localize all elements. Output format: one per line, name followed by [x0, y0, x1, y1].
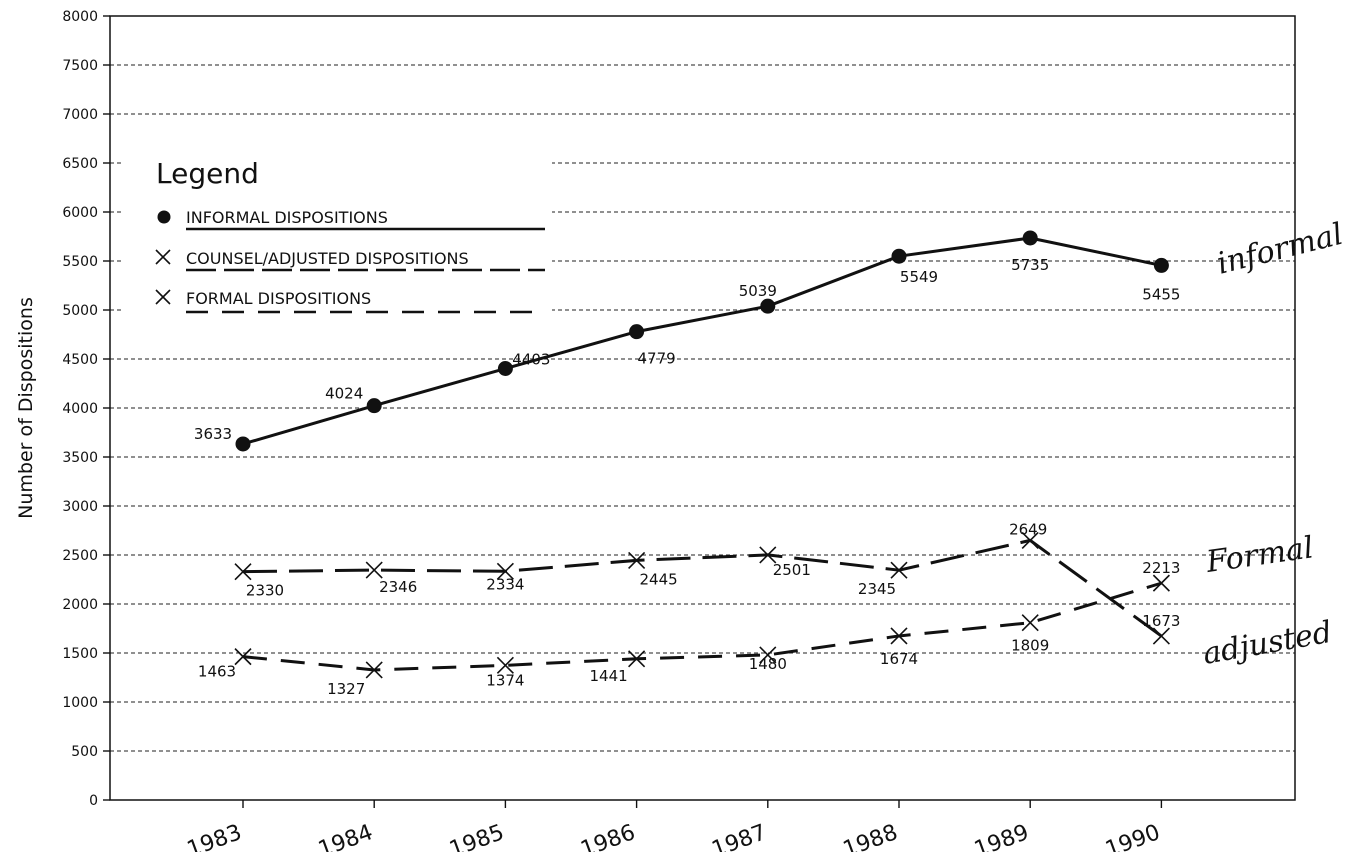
- formal-value-label: 2334: [486, 575, 524, 593]
- informal-value-label: 3633: [194, 425, 232, 443]
- informal-value-label: 5735: [1011, 256, 1049, 274]
- formal-point: [1021, 531, 1039, 549]
- informal-line: [242, 236, 1162, 446]
- formal-value-label: 1673: [1142, 612, 1180, 630]
- informal-point: [366, 398, 382, 414]
- formal-value-label: 2346: [379, 578, 417, 596]
- informal-point: [629, 324, 645, 340]
- y-tick-label: 4000: [62, 401, 98, 417]
- adjusted-value-label: 1327: [327, 680, 365, 698]
- formal-point: [1152, 627, 1170, 645]
- informal-point: [497, 361, 513, 377]
- informal-value-label: 4779: [638, 350, 676, 368]
- adjusted-point: [1021, 614, 1039, 632]
- y-tick-label: 7000: [62, 107, 98, 123]
- adjusted-point: [628, 650, 646, 668]
- informal-point: [891, 248, 907, 264]
- y-tick-label: 1500: [62, 646, 98, 662]
- y-tick-label: 1000: [62, 695, 98, 711]
- y-tick-label: 3000: [62, 499, 98, 515]
- formal-point: [759, 546, 777, 564]
- adjusted-point: [496, 656, 514, 674]
- formal-point: [365, 561, 383, 579]
- legend-title: Legend: [156, 157, 259, 190]
- formal-value-label: 2445: [640, 570, 678, 588]
- y-tick-label: 6000: [62, 205, 98, 221]
- legend-formal-label: FORMAL DISPOSITIONS: [186, 289, 371, 308]
- formal-point: [234, 563, 252, 581]
- adjusted-value-label: 1441: [590, 667, 628, 685]
- adjusted-point: [1152, 574, 1170, 592]
- informal-point: [1153, 257, 1169, 273]
- formal-value-label: 2330: [246, 582, 284, 600]
- formal-value-label: 2649: [1009, 520, 1047, 538]
- formal-line: [242, 538, 1163, 638]
- informal-point: [760, 298, 776, 314]
- y-tick-label: 500: [71, 744, 98, 760]
- adjusted-value-label: 1674: [880, 650, 918, 668]
- adjusted-value-label: 1480: [749, 655, 787, 673]
- legend-adjusted-label: COUNSEL/ADJUSTED DISPOSITIONS: [186, 249, 469, 268]
- legend-adjusted-marker: [155, 249, 171, 265]
- y-tick-label: 2500: [62, 548, 98, 564]
- formal-point: [628, 551, 646, 569]
- y-tick-label: 6500: [62, 156, 98, 172]
- adjusted-value-label: 2213: [1142, 559, 1180, 577]
- y-tick-label: 5000: [62, 303, 98, 319]
- adjusted-point: [890, 627, 908, 645]
- y-tick-label: 7500: [62, 58, 98, 74]
- informal-value-label: 5549: [900, 268, 938, 286]
- adjusted-point: [365, 661, 383, 679]
- informal-value-label: 5455: [1142, 285, 1180, 303]
- y-axis-label: Number of Dispositions: [15, 297, 37, 519]
- adjusted-value-label: 1374: [486, 671, 524, 689]
- adjusted-point: [759, 646, 777, 664]
- y-tick-label: 0: [89, 793, 98, 809]
- data-labels: 3633 4024 4403 4779 5039 5549 5735 5455 2330 2346…: [194, 256, 1181, 698]
- legend-informal-label: INFORMAL DISPOSITIONS: [186, 208, 388, 227]
- y-tick-label: 2000: [62, 597, 98, 613]
- adjusted-value-label: 1463: [198, 663, 236, 681]
- y-tick-label: 5500: [62, 254, 98, 270]
- informal-value-label: 4403: [512, 351, 550, 369]
- y-tick-label: 8000: [62, 9, 98, 25]
- legend: Legend INFORMAL DISPOSITIONS COUNSEL/ADJ…: [122, 140, 552, 330]
- formal-point: [890, 561, 908, 579]
- legend-background: [122, 140, 552, 330]
- legend-formal-marker: [155, 289, 171, 305]
- legend-informal-marker: [157, 210, 171, 224]
- y-tick-label: 3500: [62, 450, 98, 466]
- adjusted-point: [234, 648, 252, 666]
- formal-value-label: 2345: [858, 580, 896, 598]
- informal-value-label: 5039: [739, 282, 777, 300]
- adjusted-line: [242, 581, 1162, 672]
- informal-point: [1022, 230, 1038, 246]
- informal-value-label: 4024: [325, 385, 363, 403]
- formal-point: [496, 562, 514, 580]
- y-tick-label: 4500: [62, 352, 98, 368]
- informal-point: [235, 436, 251, 452]
- formal-value-label: 2501: [773, 561, 811, 579]
- series-group: [234, 230, 1170, 679]
- y-axis-ticks: 0 500 1000 1500 2000 2500 3000 3500 4000 4500 5000…: [62, 9, 110, 809]
- adjusted-value-label: 1809: [1011, 637, 1049, 655]
